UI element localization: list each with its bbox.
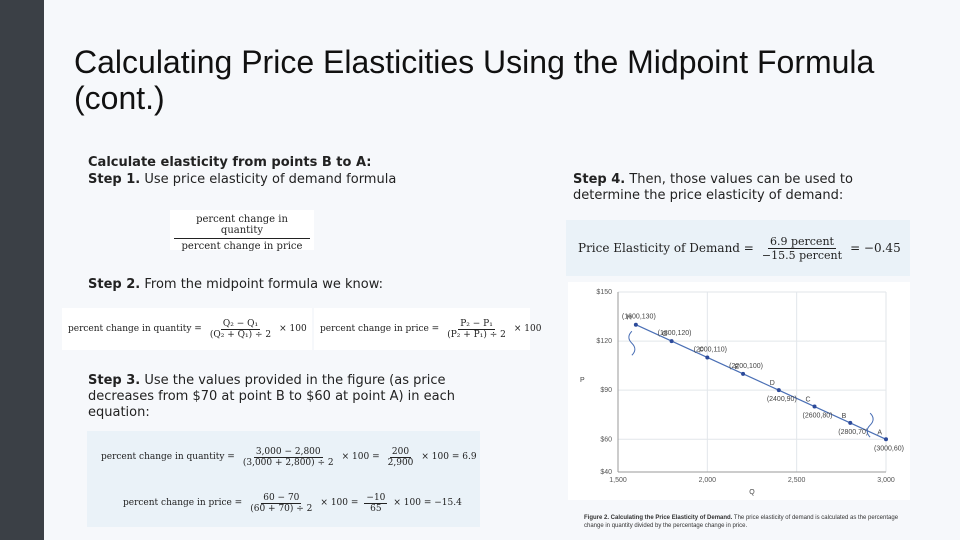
point-f-marker [705, 355, 710, 360]
step3-calculation-panel: percent change in quantity = 3,000 − 2,8… [87, 431, 480, 527]
chart-caption-text: The price elasticity of demand is calcul… [584, 515, 899, 529]
point-e-marker [741, 371, 746, 376]
step1-line: Step 1. Use price elasticity of demand f… [88, 172, 508, 188]
step2-eq1-den: (Q₂ + Q₁) ÷ 2 [209, 329, 272, 340]
step2-quantity-formula-panel: percent change in quantity = Q₂ − Q₁ (Q₂ … [62, 308, 312, 350]
slide-sidebar [0, 0, 44, 540]
y-tick-label: $60 [600, 436, 612, 443]
point-d-label: (2400,90) [767, 396, 797, 403]
point-b-label: (2800,70) [838, 429, 868, 436]
x-tick-label: 2,000 [699, 477, 717, 484]
point-f-label: (2000,110) [694, 346, 727, 353]
step1-denominator: percent change in price [181, 241, 303, 252]
point-f-name: F [699, 347, 703, 354]
step3-eq2-lhs: percent change in price = [123, 498, 243, 508]
step3-eq1-mid: × 100 = [341, 452, 380, 462]
point-c-name: C [805, 397, 810, 404]
step2-text: From the midpoint formula we know: [140, 277, 384, 292]
point-a-marker [884, 437, 888, 442]
step4-formula-panel: Price Elasticity of Demand = 6.9 percent… [566, 220, 910, 276]
chart-y-label: P [580, 377, 585, 384]
chart-caption: Figure 2. Calculating the Price Elastici… [584, 514, 904, 530]
step2-eq1-num: Q₂ − Q₁ [220, 318, 261, 330]
step3-eq2-mid: × 100 = [320, 498, 359, 508]
step2-eq2-den: (P₂ + P₁) ÷ 2 [447, 329, 506, 340]
demand-chart: 1,500 2,000 2,500 3,000$150$120$90$60$40 H(… [580, 289, 904, 496]
step3-eq1-den2: 2,900 [387, 457, 414, 468]
step1-label: Step 1. [88, 172, 141, 187]
chart-series: H(1600,130) G(1800,120) F(2000,110) E(2200,… [622, 314, 904, 453]
step3-eq1-num: 3,000 − 2,800 [253, 446, 323, 458]
point-a-label: (3000,60) [874, 445, 904, 452]
y-tick-label: $40 [600, 469, 612, 476]
chart-x-label: Q [749, 489, 755, 496]
point-b-marker [848, 420, 853, 425]
step4-paragraph: Step 4. Then, those values can be used t… [573, 172, 873, 204]
step2-eq2-tail: × 100 [513, 324, 542, 334]
step3-label: Step 3. [88, 373, 141, 388]
point-h-marker [633, 322, 638, 327]
demand-curve-line [635, 324, 887, 440]
step4-eq-result: = −0.45 [850, 241, 901, 255]
step2-eq2-num: P₂ − P₁ [458, 318, 495, 330]
point-h-label: (1600,130) [622, 314, 656, 321]
chart-axes: 1,500 2,000 2,500 3,000 $150 $120 $90 $60 $40 [596, 289, 894, 484]
step3-eq2-num: 60 − 70 [261, 492, 302, 504]
x-tick-label: 3,000 [877, 477, 895, 484]
step1-text: Use price elasticity of demand formula [140, 172, 397, 187]
point-g-marker [669, 339, 674, 344]
point-c-marker [812, 404, 817, 409]
chart-caption-bold: Figure 2. Calculating the Price Elastici… [584, 515, 733, 521]
point-d-name: D [770, 380, 775, 387]
demand-chart-panel: 1,500 2,000 2,500 3,000 $150 $120 $90 $60 $40 H(… [568, 282, 910, 500]
step4-eq-den: −15.5 percent [761, 248, 843, 262]
x-tick-label: 1,500 [609, 477, 627, 484]
step1-formula-panel: percent change in quantity percent chang… [170, 210, 314, 252]
slide-title: Calculating Price Elasticities Using the… [74, 44, 875, 116]
point-e-label: (2200,100) [729, 363, 763, 370]
x-tick-label: 2,500 [788, 477, 806, 484]
step2-eq2-lhs: percent change in price = [320, 324, 440, 334]
step2-eq1-tail: × 100 [279, 324, 307, 334]
step4-eq-num: 6.9 percent [767, 234, 836, 249]
step3-eq2-den: (60 + 70) ÷ 2 [250, 503, 313, 514]
intro-heading: Calculate elasticity from points B to A: [88, 155, 372, 170]
point-e-name: E [734, 364, 739, 371]
brace-left [628, 330, 636, 356]
step4-label: Step 4. [573, 172, 626, 187]
step3-eq1-num2: 200 [389, 446, 412, 458]
step4-text: Then, those values can be used to determ… [573, 172, 853, 203]
point-a-name: A [877, 429, 882, 436]
step4-eq-lhs: Price Elasticity of Demand = [578, 241, 754, 255]
y-tick-label: $150 [596, 289, 612, 296]
step2-price-formula-panel: percent change in price = P₂ − P₁ (P₂ + P… [314, 308, 541, 350]
point-g-name: G [662, 331, 667, 338]
step3-eq1-den: (3,000 + 2,800) ÷ 2 [242, 457, 334, 468]
y-tick-label: $90 [600, 387, 612, 394]
step2-line: Step 2. From the midpoint formula we kno… [88, 277, 508, 293]
step3-text: Use the values provided in the figure (a… [88, 373, 456, 420]
y-tick-label: $120 [596, 338, 612, 345]
step3-paragraph: Step 3. Use the values provided in the f… [88, 373, 468, 421]
step1-numerator: percent change in quantity [174, 214, 310, 239]
point-b-name: B [842, 413, 847, 420]
step3-eq2-den2: 65 [370, 503, 382, 514]
chart-grid [617, 291, 887, 473]
step3-eq2-tail: × 100 = −15.4 [393, 498, 462, 508]
brace-right [866, 412, 874, 438]
point-g-label: (1800,120) [658, 330, 692, 337]
step3-eq2-num2: −10 [364, 492, 388, 504]
step3-eq1-tail: × 100 = 6.9 [421, 452, 477, 462]
step2-eq1-lhs: percent change in quantity = [68, 324, 202, 334]
step2-label: Step 2. [88, 277, 141, 292]
point-d-marker [776, 388, 781, 393]
point-c-label: (2600,80) [803, 413, 833, 420]
step3-eq1-lhs: percent change in quantity = [101, 452, 235, 462]
point-h-name: H [627, 315, 632, 322]
